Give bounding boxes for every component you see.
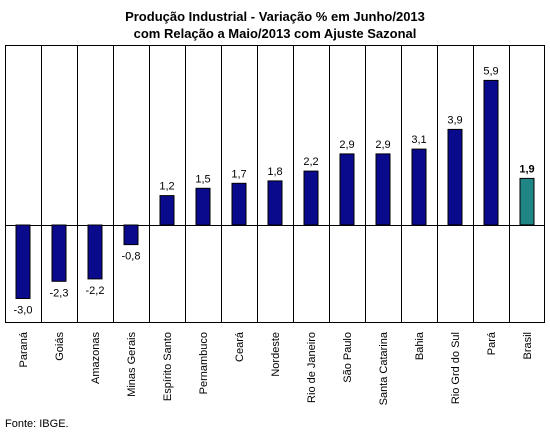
category-label-13: Pará xyxy=(486,331,498,355)
bar-10 xyxy=(375,153,391,226)
value-label-13: 5,9 xyxy=(483,65,498,77)
value-label-6: 1,7 xyxy=(231,168,246,180)
category-label-4: Espírito Santo xyxy=(162,332,174,401)
category-label-8: Rio de Janeiro xyxy=(306,332,318,403)
plot-frame xyxy=(5,45,545,323)
value-label-12: 3,9 xyxy=(447,114,462,126)
bar-7 xyxy=(267,180,283,226)
category-grid xyxy=(5,45,545,323)
category-label-6: Ceará xyxy=(234,331,246,362)
category-label-11: Bahia xyxy=(414,331,426,360)
bar-6 xyxy=(231,182,247,226)
bar-14 xyxy=(519,177,535,226)
value-label-14: 1,9 xyxy=(519,163,534,175)
bar-1 xyxy=(51,224,67,282)
chart-title-line-1: Produção Industrial - Variação % em Junh… xyxy=(125,9,425,24)
bar-3 xyxy=(123,224,139,246)
value-label-11: 3,1 xyxy=(411,134,426,146)
value-label-1: -2,3 xyxy=(50,287,69,299)
value-label-4: 1,2 xyxy=(159,181,174,193)
bar-8 xyxy=(303,170,319,226)
category-label-14: Brasil xyxy=(522,332,534,360)
category-label-1: Goiás xyxy=(54,332,66,361)
bar-9 xyxy=(339,153,355,226)
source-note: Fonte: IBGE. xyxy=(5,418,69,430)
value-label-3: -0,8 xyxy=(122,251,141,263)
chart-title-line-2: com Relação a Maio/2013 com Ajuste Sazon… xyxy=(133,26,417,41)
value-labels: -3,0 -2,3 -2,2 -0,8 1,2 1,5 1,7 1,8 2,2 2,9 2,9 3,1… xyxy=(14,65,535,316)
value-label-7: 1,8 xyxy=(267,166,282,178)
value-label-5: 1,5 xyxy=(195,173,210,185)
value-label-9: 2,9 xyxy=(339,139,354,151)
bar-5 xyxy=(195,187,211,226)
value-label-8: 2,2 xyxy=(303,156,318,168)
category-label-12: Rio Grd do Sul xyxy=(450,332,462,404)
value-label-2: -2,2 xyxy=(86,285,105,297)
bar-4 xyxy=(159,195,175,226)
category-label-7: Nordeste xyxy=(270,332,282,377)
value-label-0: -3,0 xyxy=(14,305,33,317)
bar-12 xyxy=(447,128,463,226)
chart-title: Produção Industrial - Variação % em Junh… xyxy=(0,8,550,42)
bar-2 xyxy=(87,224,103,280)
bar-0 xyxy=(15,224,31,299)
category-label-9: São Paulo xyxy=(342,332,354,383)
category-labels: Paraná Goiás Amazonas Minas Gerais Espírito … xyxy=(18,331,534,405)
category-label-2: Amazonas xyxy=(90,332,102,384)
bar-13 xyxy=(483,79,499,226)
category-label-3: Minas Gerais xyxy=(126,332,138,397)
bars xyxy=(15,79,535,299)
category-label-5: Pernambuco xyxy=(198,332,210,394)
value-label-10: 2,9 xyxy=(375,139,390,151)
category-label-0: Paraná xyxy=(18,331,30,367)
category-label-10: Santa Catarina xyxy=(378,331,390,405)
bar-11 xyxy=(411,148,427,226)
